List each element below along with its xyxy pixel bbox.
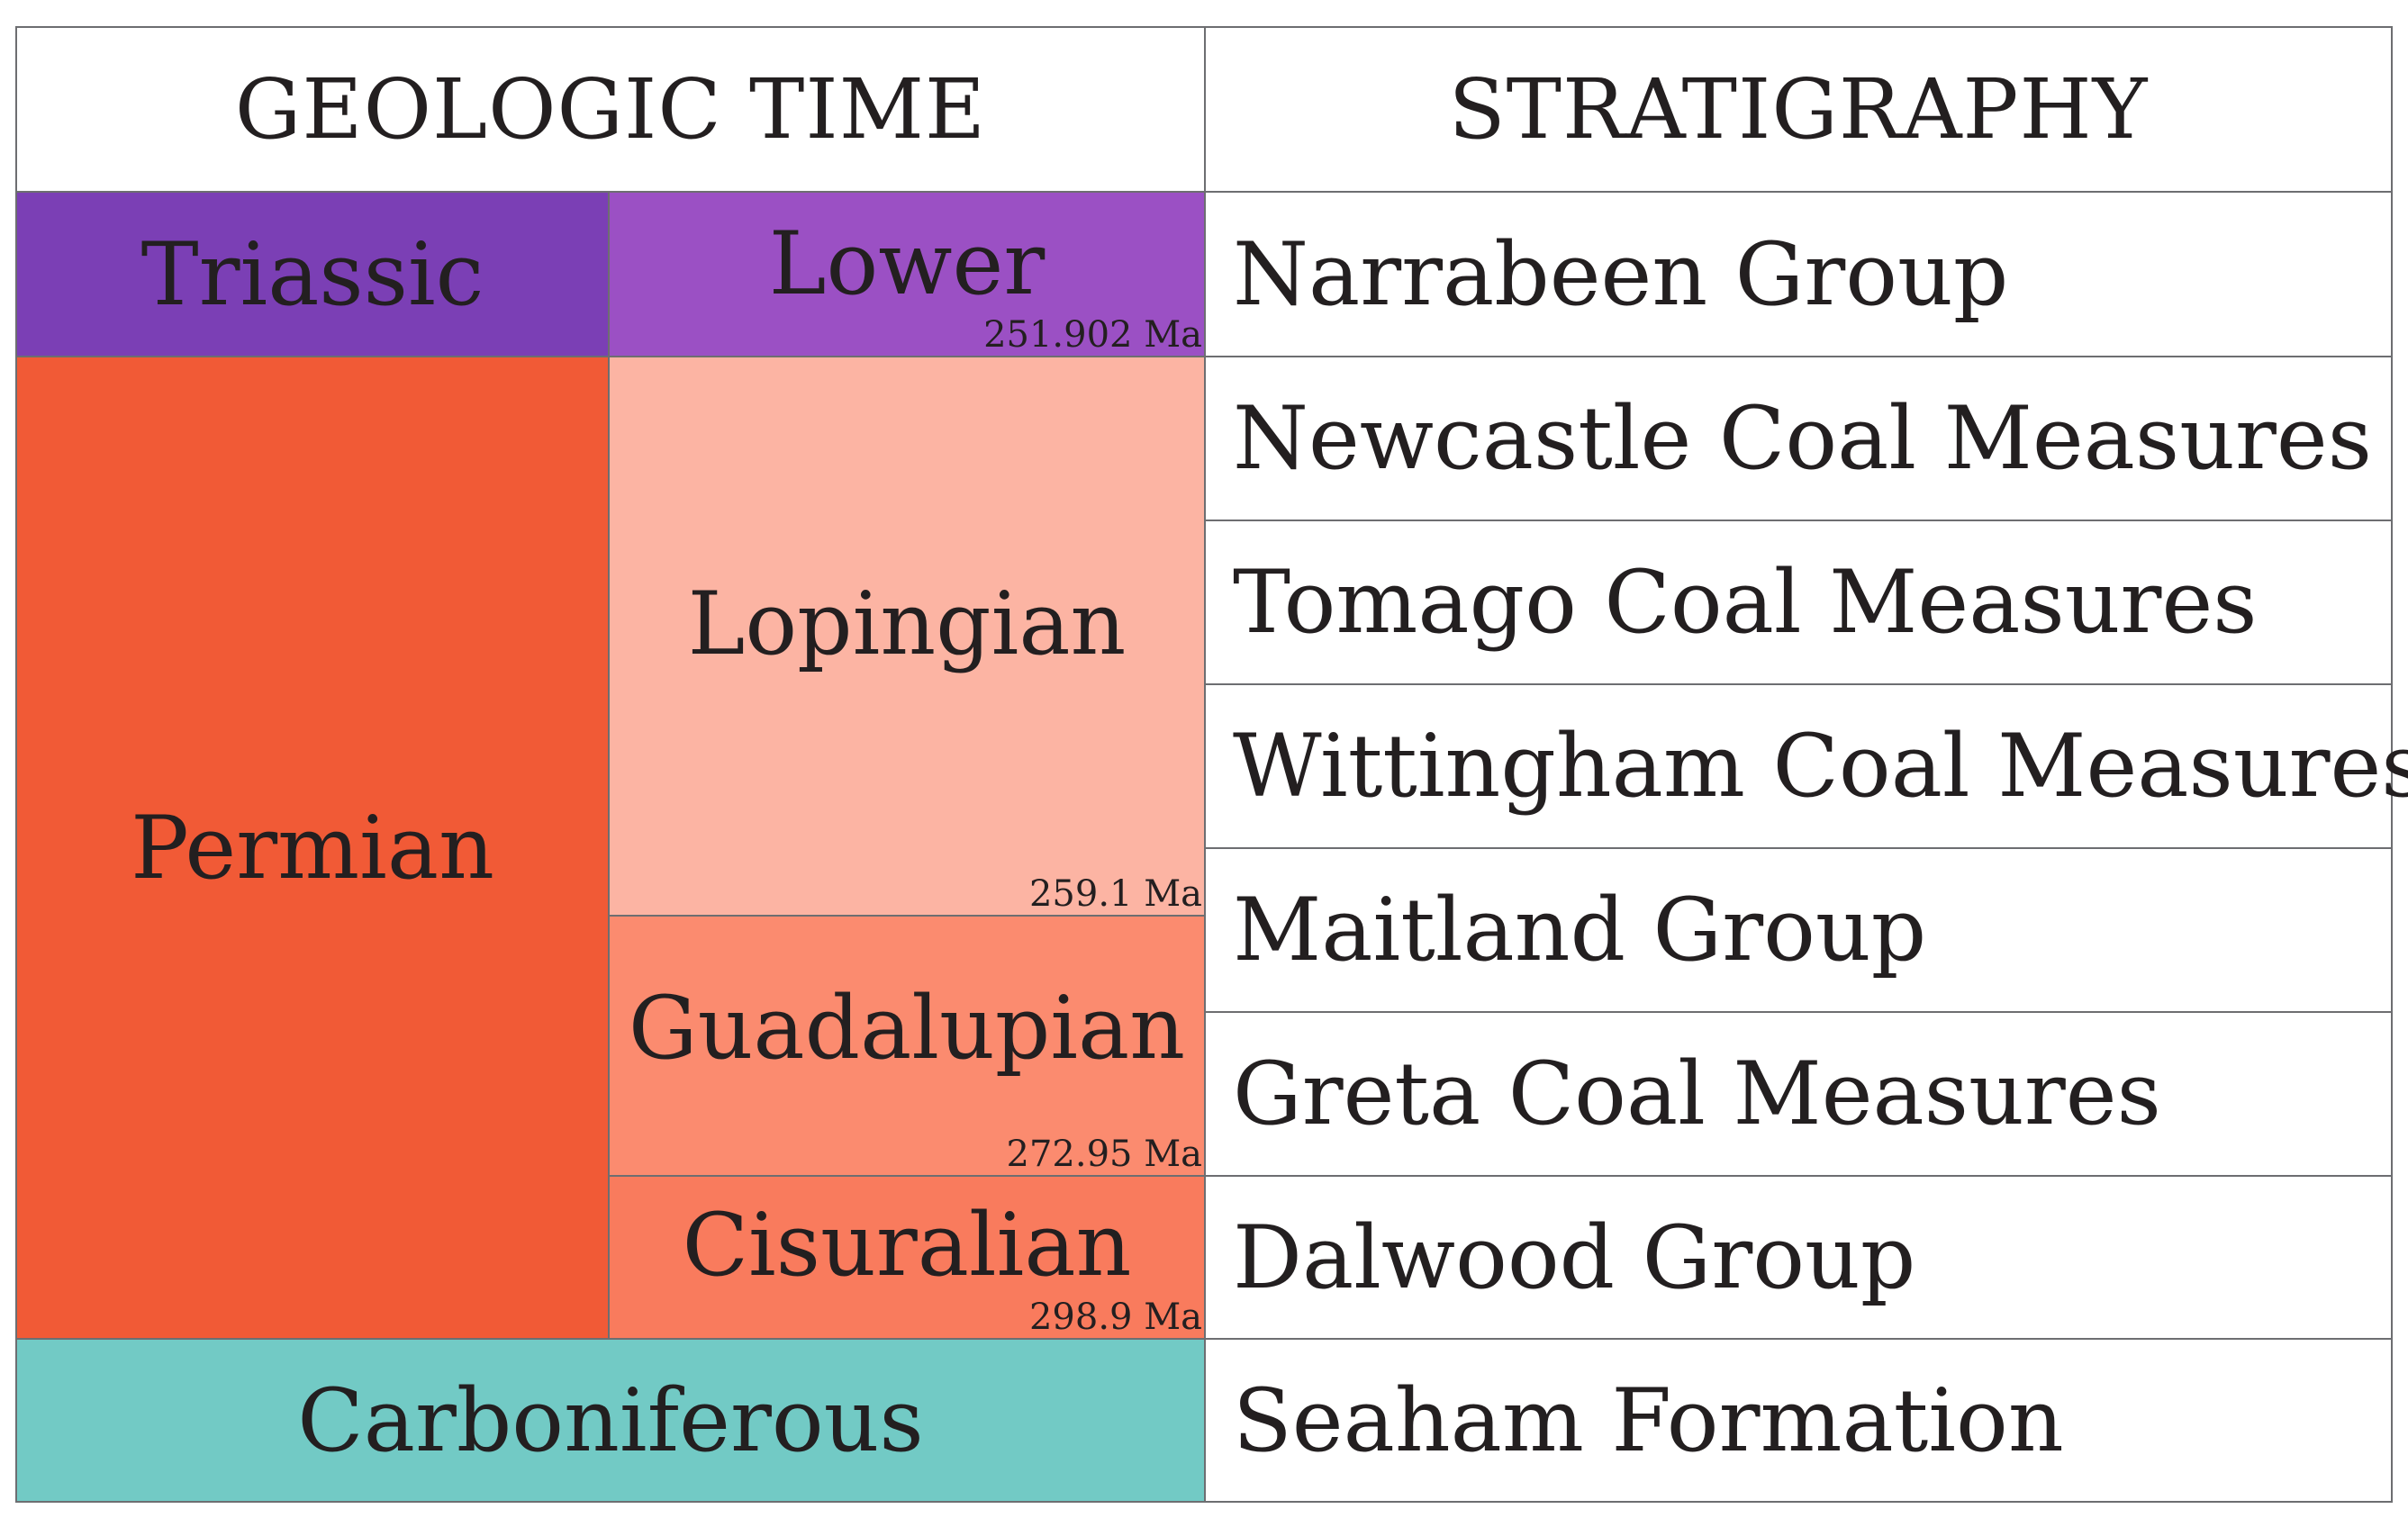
strat-row-dalwood-group: Dalwood Group (1204, 1175, 2393, 1340)
epoch-lopingian-label: Lopingian (687, 573, 1127, 674)
strat-label: Narrabeen Group (1233, 223, 2009, 325)
strat-label: Dalwood Group (1233, 1206, 1916, 1308)
epoch-lopingian-age: 259.1 Ma (1028, 873, 1202, 915)
period-permian: Permian (15, 356, 610, 1340)
epoch-lower-age: 251.902 Ma (983, 314, 1202, 356)
strat-row-maitland-group: Maitland Group (1204, 847, 2393, 1013)
epoch-cisuralian-age: 298.9 Ma (1028, 1297, 1202, 1338)
period-triassic: Triassic (15, 191, 610, 357)
epoch-cisuralian-label: Cisuralian (682, 1194, 1132, 1296)
period-triassic-label: Triassic (140, 223, 484, 325)
strat-row-newcastle-coal-measures: Newcastle Coal Measures (1204, 356, 2393, 521)
strat-row-seaham-formation: Seaham Formation (1204, 1338, 2393, 1503)
strat-label: Tomago Coal Measures (1233, 552, 2258, 653)
header-stratigraphy-label: STRATIGRAPHY (1448, 61, 2149, 158)
strat-row-greta-coal-measures: Greta Coal Measures (1204, 1011, 2393, 1177)
period-permian-label: Permian (131, 797, 494, 899)
period-carboniferous-label: Carboniferous (297, 1369, 924, 1471)
strat-row-wittingham-coal-measures: Wittingham Coal Measures (1204, 683, 2408, 849)
strat-row-narrabeen-group: Narrabeen Group (1204, 191, 2393, 357)
geologic-time-stratigraphy-chart: GEOLOGIC TIME STRATIGRAPHY Triassic Perm… (15, 26, 2408, 1503)
strat-label: Seaham Formation (1233, 1369, 2064, 1471)
epoch-guadalupian-label: Guadalupian (628, 977, 1186, 1079)
strat-label: Newcastle Coal Measures (1233, 388, 2372, 489)
strat-label: Wittingham Coal Measures (1233, 716, 2408, 817)
header-stratigraphy: STRATIGRAPHY (1204, 26, 2393, 193)
header-geologic-time-label: GEOLOGIC TIME (234, 61, 987, 158)
strat-label: Maitland Group (1233, 880, 1927, 980)
epoch-lower-label: Lower (768, 212, 1046, 314)
epoch-guadalupian: Guadalupian 272.95 Ma (608, 915, 1206, 1177)
epoch-guadalupian-age: 272.95 Ma (1006, 1134, 1202, 1175)
period-carboniferous: Carboniferous (15, 1338, 1206, 1503)
epoch-lower-triassic: Lower 251.902 Ma (608, 191, 1206, 357)
strat-label: Greta Coal Measures (1233, 1044, 2161, 1144)
epoch-lopingian: Lopingian 259.1 Ma (608, 356, 1206, 917)
strat-row-tomago-coal-measures: Tomago Coal Measures (1204, 520, 2393, 685)
header-geologic-time: GEOLOGIC TIME (15, 26, 1206, 193)
epoch-cisuralian: Cisuralian 298.9 Ma (608, 1175, 1206, 1340)
